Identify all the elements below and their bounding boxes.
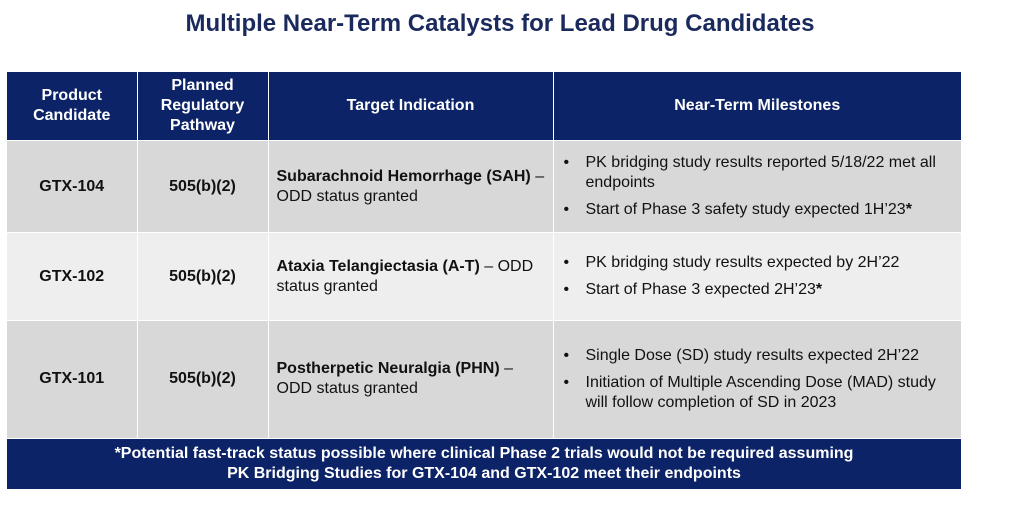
header-line: Product (41, 87, 102, 104)
indication-name: Subarachnoid Hemorrhage (SAH) (276, 167, 531, 185)
milestone-text: Single Dose (SD) study results expected … (585, 346, 920, 364)
milestone-text: Start of Phase 3 expected 2H’23 (585, 281, 816, 298)
milestone-text: Initiation of Multiple Ascending Dose (M… (585, 373, 936, 411)
header-near-term-milestones: Near-Term Milestones (553, 72, 961, 141)
milestones-cell: Single Dose (SD) study results expected … (553, 320, 961, 438)
milestone-mark: * (905, 201, 912, 218)
milestone-list: Single Dose (SD) study results expected … (562, 346, 952, 413)
pathway-cell: 505(b)(2) (137, 232, 269, 321)
candidate-cell: GTX-104 (7, 140, 138, 233)
indication-status: – ODD status granted (276, 167, 545, 205)
indication-cell: Ataxia Telangiectasia (A-T) – ODD status… (268, 232, 554, 321)
milestone-item: PK bridging study results expected by 2H… (562, 253, 952, 273)
pathway-cell: 505(b)(2) (137, 320, 269, 438)
header-line: Regulatory (160, 97, 245, 114)
candidate-cell: GTX-101 (7, 320, 138, 438)
header-line: Near-Term Milestones (674, 97, 841, 114)
indication-cell: Subarachnoid Hemorrhage (SAH) – ODD stat… (268, 140, 554, 233)
table-row: GTX-104 505(b)(2) Subarachnoid Hemorrhag… (7, 140, 961, 233)
candidate-cell: GTX-102 (7, 232, 138, 321)
milestones-cell: PK bridging study results expected by 2H… (553, 232, 961, 321)
header-line: Target Indication (346, 97, 475, 114)
header-line: Planned (171, 77, 234, 94)
table-header-row: Product Candidate Planned Regulatory Pat… (7, 72, 961, 141)
milestone-item: Initiation of Multiple Ascending Dose (M… (562, 373, 952, 413)
footnote-line: PK Bridging Studies for GTX-104 and GTX-… (227, 465, 741, 482)
indication-status: – ODD status granted (276, 257, 534, 295)
pathway-cell: 505(b)(2) (137, 140, 269, 233)
header-target-indication: Target Indication (268, 72, 554, 141)
page-title: Multiple Near-Term Catalysts for Lead Dr… (185, 10, 815, 37)
indication-status: – ODD status granted (276, 360, 514, 398)
milestones-cell: PK bridging study results reported 5/18/… (553, 140, 961, 233)
milestone-item: Single Dose (SD) study results expected … (562, 346, 952, 366)
milestone-item: Start of Phase 3 expected 2H’23* (562, 280, 952, 300)
indication-cell: Postherpetic Neuralgia (PHN) – ODD statu… (268, 320, 554, 438)
footnote-banner: *Potential fast-track status possible wh… (7, 439, 961, 489)
catalyst-table: Product Candidate Planned Regulatory Pat… (7, 72, 961, 438)
milestone-text: PK bridging study results expected by 2H… (585, 254, 900, 271)
milestone-mark: * (815, 281, 823, 298)
indication-name: Postherpetic Neuralgia (PHN) (276, 360, 500, 378)
milestone-list: PK bridging study results expected by 2H… (562, 253, 952, 300)
table-row: GTX-101 505(b)(2) Postherpetic Neuralgia… (7, 320, 961, 438)
indication-name: Ataxia Telangiectasia (A-T) (276, 257, 480, 275)
table-row: GTX-102 505(b)(2) Ataxia Telangiectasia … (7, 232, 961, 321)
footnote-line: *Potential fast-track status possible wh… (114, 445, 854, 462)
milestone-item: Start of Phase 3 safety study expected 1… (562, 200, 952, 220)
milestone-list: PK bridging study results reported 5/18/… (562, 153, 952, 220)
milestone-item: PK bridging study results reported 5/18/… (562, 153, 952, 193)
header-line: Candidate (33, 107, 111, 124)
header-line: Pathway (170, 117, 235, 134)
milestone-text: Start of Phase 3 safety study expected 1… (585, 201, 906, 218)
milestone-text: PK bridging study results reported 5/18/… (585, 154, 936, 191)
header-product-candidate: Product Candidate (7, 72, 138, 141)
header-regulatory-pathway: Planned Regulatory Pathway (137, 72, 269, 141)
